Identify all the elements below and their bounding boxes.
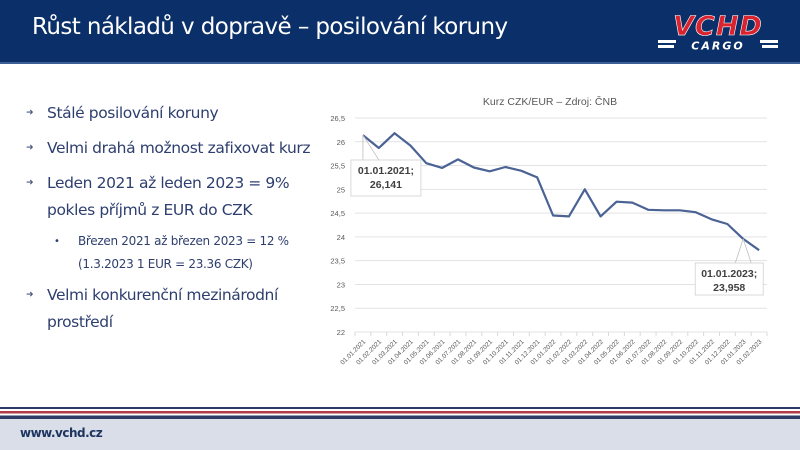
y-tick-label: 22,5 (330, 304, 345, 313)
annotation-date: 01.01.2021; (358, 165, 414, 177)
footer-stripes (0, 407, 800, 419)
slide-header: Růst nákladů v dopravě – posilování koru… (0, 0, 800, 64)
website-link[interactable]: www.vchd.cz (20, 426, 103, 440)
bullet-item: • Březen 2021 až březen 2023 = 12 % (1.3.… (54, 230, 326, 276)
y-tick-label: 24 (337, 233, 345, 242)
logo-cargo-text: CARGO (691, 40, 744, 53)
slide-footer: www.vchd.cz (0, 419, 800, 450)
bullet-text: Velmi konkurenční mezinárodní prostředí (47, 286, 278, 331)
annotation-value: 23,958 (713, 282, 745, 294)
y-tick-label: 25,5 (330, 162, 345, 171)
bullet-item: ➜ Leden 2021 až leden 2023 = 9% pokles př… (26, 170, 326, 224)
bullet-text: Stálé posilování koruny (47, 104, 219, 122)
arrow-bullet-icon: ➜ (26, 143, 34, 153)
annotation-box (694, 262, 764, 296)
vchd-cargo-logo: VCHD CARGO (658, 11, 778, 53)
logo-vchd-text: VCHD (673, 11, 763, 42)
y-tick-label: 22 (337, 328, 345, 337)
exchange-rate-chart: Kurz CZK/EUR – Zdroj: ČNB 22 22,5 23 23,5 24 2… (330, 95, 768, 366)
chart-title: Kurz CZK/EUR – Zdroj: ČNB (483, 95, 617, 108)
bullet-text: Březen 2021 až březen 2023 = 12 % (1.3.2… (78, 234, 289, 271)
annotation-date: 01.01.2023; (701, 268, 757, 280)
annotation-value: 26,141 (370, 179, 402, 191)
slide-title: Růst nákladů v dopravě – posilování koru… (32, 14, 508, 40)
y-tick-label: 26,5 (330, 114, 345, 123)
y-tick-label: 23,5 (330, 257, 345, 266)
bullet-text: Leden 2021 až leden 2023 = 9% pokles pří… (47, 174, 290, 219)
dot-bullet-icon: • (54, 236, 60, 247)
bullet-item: ➜ Velmi konkurenční mezinárodní prostředí (26, 282, 326, 336)
data-line (362, 132, 760, 252)
annotation-box (350, 159, 422, 197)
arrow-bullet-icon: ➜ (26, 108, 34, 118)
bullet-text: Velmi drahá možnost zafixovat kurz (47, 139, 311, 157)
y-tick-label: 24,5 (330, 209, 345, 218)
y-tick-label: 23 (337, 280, 345, 289)
y-tick-label: 25 (337, 185, 345, 194)
arrow-bullet-icon: ➜ (26, 178, 34, 188)
bullet-item: ➜ Stálé posilování koruny (26, 100, 326, 127)
bullet-item: ➜ Velmi drahá možnost zafixovat kurz (26, 135, 326, 162)
arrow-bullet-icon: ➜ (26, 290, 34, 300)
y-tick-label: 26 (337, 138, 345, 147)
bullet-list: ➜ Stálé posilování koruny ➜ Velmi drahá mož… (26, 100, 326, 344)
